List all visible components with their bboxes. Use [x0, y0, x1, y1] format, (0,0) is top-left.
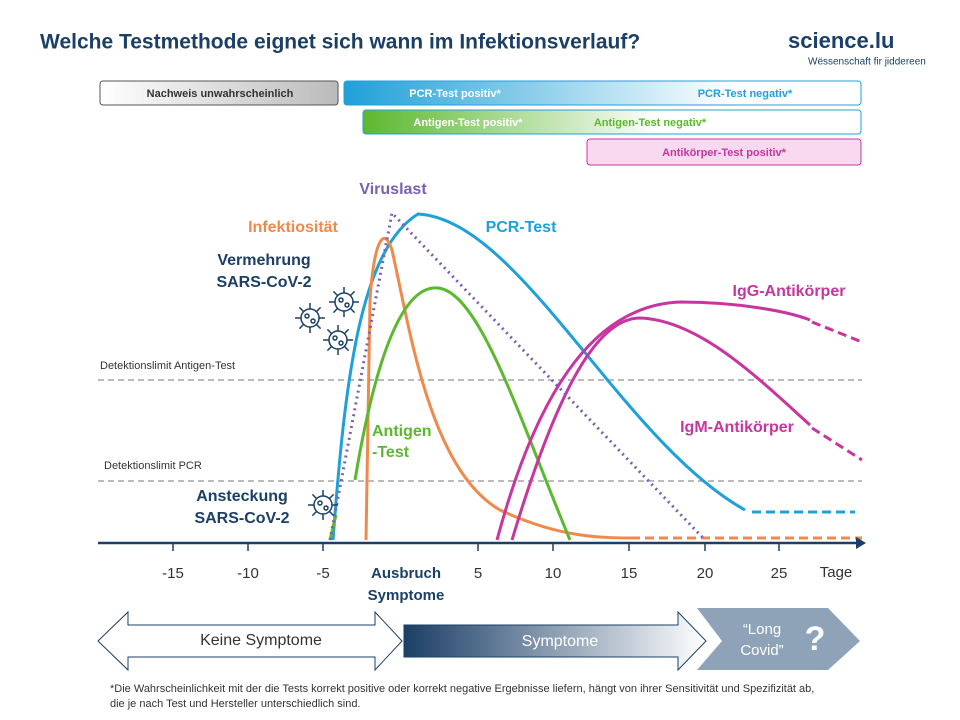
phase-label: Keine Symptome	[200, 632, 322, 649]
bar-label: Nachweis unwahrscheinlich	[147, 88, 294, 100]
curve-label: Viruslast	[359, 181, 427, 198]
curve-label: IgG-Antikörper	[733, 283, 846, 300]
curve-label: SARS-CoV-2	[216, 274, 311, 291]
curve-label: Ansteckung	[196, 488, 288, 505]
detection-lines	[98, 379, 862, 482]
x-tick-label: 25	[771, 565, 788, 582]
bar	[362, 109, 862, 135]
bar	[586, 138, 862, 166]
logo-tagline: Wëssenschaft fir jiddereen	[808, 57, 926, 68]
curve-label: SARS-CoV-2	[194, 510, 289, 527]
phase-label: “Long	[743, 621, 781, 638]
bar-label: PCR-Test positiv*	[409, 88, 501, 100]
x-unit: Tage	[820, 564, 853, 581]
x-tick-label: -10	[237, 565, 259, 582]
curve-label: Vermehrung	[217, 252, 310, 269]
logo: science.lu	[788, 28, 894, 53]
x-axis-arrow	[856, 537, 866, 549]
phase-arrow	[403, 610, 707, 672]
detection-label: Detektionslimit PCR	[104, 460, 202, 472]
x-tick-label: 5	[474, 565, 482, 582]
x-zero-label: Ausbruch	[371, 565, 441, 582]
x-tick-label: 20	[697, 565, 714, 582]
detection-label: Detektionslimit Antigen-Test	[100, 360, 235, 372]
footnote: *Die Wahrscheinlichkeit mit der die Test…	[110, 683, 815, 710]
x-tick-label: 10	[545, 565, 562, 582]
title: Welche Testmethode eignet sich wann im I…	[40, 31, 640, 54]
phase-label: Covid”	[740, 642, 783, 659]
x-zero-label: Symptome	[368, 587, 445, 604]
curve-label: -Test	[372, 444, 410, 461]
phase-label: Symptome	[522, 633, 599, 650]
phase-arrow	[697, 608, 860, 670]
bar	[99, 80, 339, 106]
bar-label: Antigen-Test positiv*	[413, 117, 523, 129]
x-tick-label: 15	[621, 565, 638, 582]
question-mark: ?	[805, 620, 826, 658]
phase-arrow	[97, 610, 403, 672]
bar-label: PCR-Test negativ*	[698, 88, 793, 100]
x-tick-label: -5	[316, 565, 329, 582]
curve-label: Antigen	[372, 423, 432, 440]
curves	[328, 209, 863, 542]
bar-label: Antigen-Test negativ*	[594, 117, 707, 129]
bar	[343, 80, 862, 106]
x-tick-label: -15	[162, 565, 184, 582]
curve-label: PCR-Test	[486, 219, 557, 236]
curve-label: Infektiosität	[248, 219, 338, 236]
curve-label: IgM-Antikörper	[680, 419, 794, 436]
bar-label: Antikörper-Test positiv*	[662, 147, 787, 159]
